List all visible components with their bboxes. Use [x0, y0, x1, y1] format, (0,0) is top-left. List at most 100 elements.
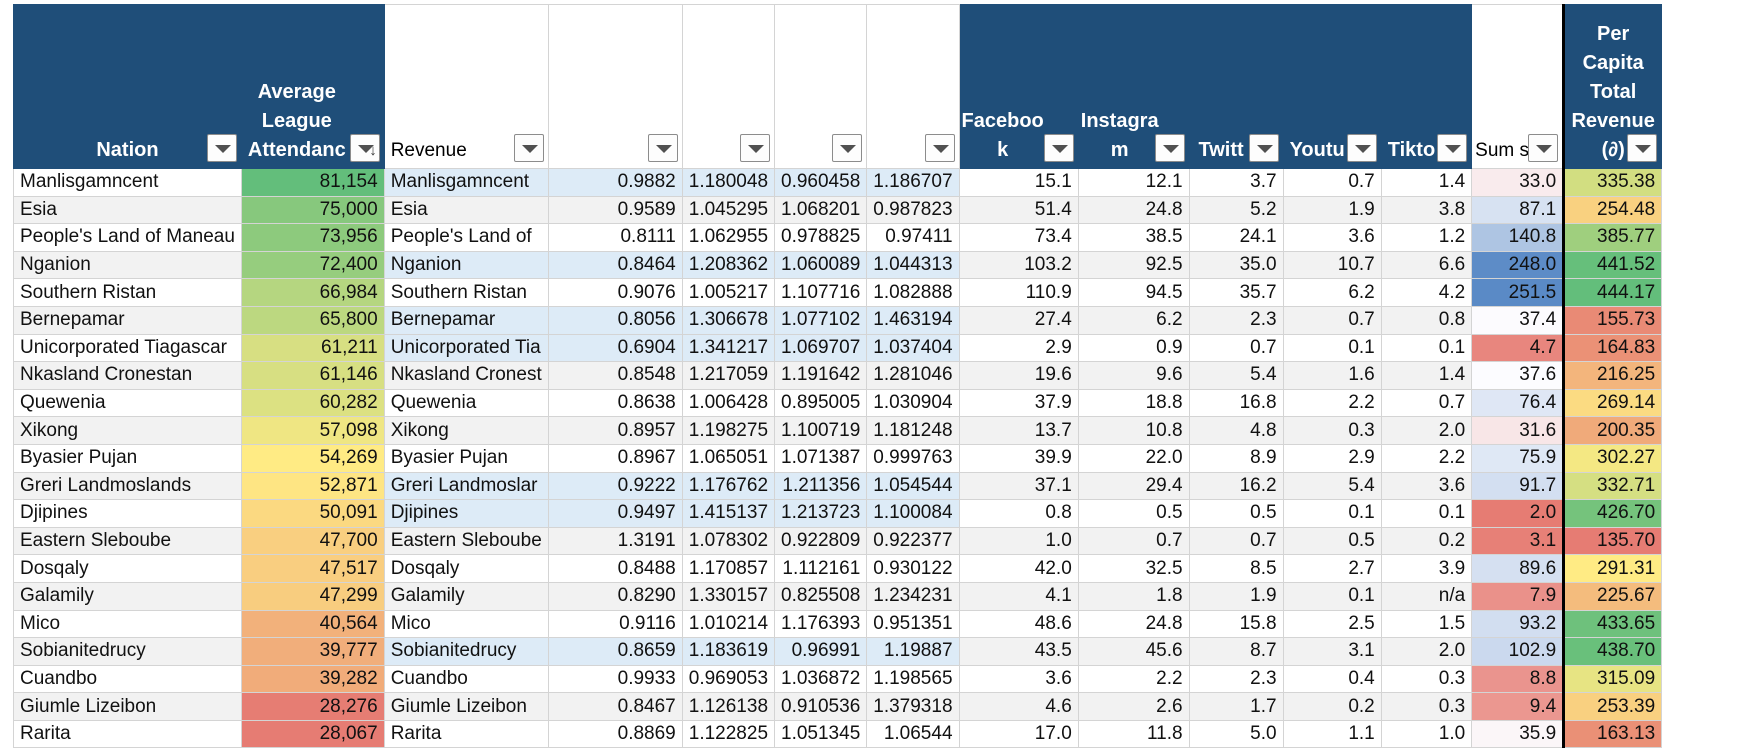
cell-sum[interactable]: 251.5 [1471, 278, 1565, 307]
cell-revenue[interactable]: Esia [383, 195, 549, 225]
cell-nation[interactable]: Nkasland Cronestan [13, 361, 242, 390]
cell-nation[interactable]: Dosqaly [13, 554, 242, 583]
cell-per-capita[interactable]: 291.31 [1562, 554, 1663, 583]
cell-tiktok[interactable]: 0.8 [1380, 305, 1473, 335]
cell-revenue[interactable]: Galamily [383, 581, 549, 611]
cell-attendance[interactable]: 28,067 [240, 719, 385, 749]
cell-youtube[interactable]: 0.1 [1282, 581, 1382, 611]
cell-per-capita[interactable]: 438.70 [1562, 637, 1663, 666]
cell-facebook[interactable]: 4.6 [958, 692, 1079, 721]
cell-attendance[interactable]: 66,984 [240, 278, 385, 307]
cell-tiktok[interactable]: n/a [1380, 581, 1473, 611]
cell-revenue[interactable]: Dosqaly [383, 554, 549, 583]
filter-dropdown-icon[interactable] [513, 134, 544, 162]
cell-coef-3[interactable]: 0.96991 [774, 637, 868, 666]
cell-facebook[interactable]: 4.1 [958, 581, 1079, 611]
cell-youtube[interactable]: 3.1 [1282, 637, 1382, 666]
cell-facebook[interactable]: 3.6 [958, 664, 1079, 694]
cell-revenue[interactable]: Manlisgamncent [383, 168, 549, 197]
cell-sum[interactable]: 8.8 [1471, 664, 1565, 694]
cell-tiktok[interactable]: 3.9 [1380, 554, 1473, 583]
cell-instagram[interactable]: 24.8 [1077, 195, 1190, 225]
cell-revenue[interactable]: Nganion [383, 250, 549, 280]
cell-coef-1[interactable]: 0.8056 [547, 305, 683, 335]
cell-coef-1[interactable]: 0.8869 [547, 719, 683, 749]
cell-facebook[interactable]: 103.2 [958, 250, 1079, 280]
cell-sum[interactable]: 37.6 [1471, 361, 1565, 390]
cell-coef-3[interactable]: 1.213723 [774, 499, 868, 528]
cell-coef-1[interactable]: 0.9589 [547, 195, 683, 225]
cell-youtube[interactable]: 2.5 [1282, 609, 1382, 639]
filter-dropdown-icon[interactable] [1248, 134, 1279, 162]
cell-twitter[interactable]: 8.9 [1188, 443, 1284, 473]
cell-coef-1[interactable]: 0.9222 [547, 471, 683, 501]
cell-sum[interactable]: 33.0 [1471, 168, 1565, 197]
cell-facebook[interactable]: 27.4 [958, 305, 1079, 335]
cell-coef-1[interactable]: 0.9076 [547, 278, 683, 307]
cell-coef-4[interactable]: 0.97411 [866, 223, 960, 252]
cell-youtube[interactable]: 2.2 [1282, 388, 1382, 418]
cell-youtube[interactable]: 1.1 [1282, 719, 1382, 749]
cell-coef-2[interactable]: 1.306678 [681, 305, 776, 335]
cell-tiktok[interactable]: 2.0 [1380, 416, 1473, 445]
cell-facebook[interactable]: 110.9 [958, 278, 1079, 307]
cell-coef-4[interactable]: 1.044313 [866, 250, 960, 280]
cell-sum[interactable]: 37.4 [1471, 305, 1565, 335]
cell-coef-4[interactable]: 0.987823 [866, 195, 960, 225]
cell-instagram[interactable]: 24.8 [1077, 609, 1190, 639]
cell-attendance[interactable]: 72,400 [240, 250, 385, 280]
cell-per-capita[interactable]: 163.13 [1562, 719, 1663, 749]
cell-coef-2[interactable]: 1.062955 [681, 223, 776, 252]
cell-twitter[interactable]: 24.1 [1188, 223, 1284, 252]
cell-revenue[interactable]: Quewenia [383, 388, 549, 418]
cell-attendance[interactable]: 39,282 [240, 664, 385, 694]
cell-attendance[interactable]: 47,700 [240, 526, 385, 556]
cell-coef-2[interactable]: 1.065051 [681, 443, 776, 473]
cell-per-capita[interactable]: 164.83 [1562, 333, 1663, 363]
cell-revenue[interactable]: Rarita [383, 719, 549, 749]
cell-coef-3[interactable]: 1.069707 [774, 333, 868, 363]
cell-coef-3[interactable]: 0.978825 [774, 223, 868, 252]
cell-attendance[interactable]: 39,777 [240, 637, 385, 666]
cell-twitter[interactable]: 35.7 [1188, 278, 1284, 307]
cell-coef-2[interactable]: 1.330157 [681, 581, 776, 611]
cell-revenue[interactable]: Sobianitedrucy [383, 637, 549, 666]
cell-twitter[interactable]: 8.7 [1188, 637, 1284, 666]
cell-sum[interactable]: 4.7 [1471, 333, 1565, 363]
cell-instagram[interactable]: 0.5 [1077, 499, 1190, 528]
cell-youtube[interactable]: 0.1 [1282, 499, 1382, 528]
cell-sum[interactable]: 93.2 [1471, 609, 1565, 639]
cell-twitter[interactable]: 5.4 [1188, 361, 1284, 390]
cell-attendance[interactable]: 54,269 [240, 443, 385, 473]
cell-revenue[interactable]: Xikong [383, 416, 549, 445]
cell-attendance[interactable]: 73,956 [240, 223, 385, 252]
cell-instagram[interactable]: 0.7 [1077, 526, 1190, 556]
cell-coef-3[interactable]: 1.107716 [774, 278, 868, 307]
cell-attendance[interactable]: 61,146 [240, 361, 385, 390]
cell-coef-3[interactable]: 0.895005 [774, 388, 868, 418]
cell-nation[interactable]: Rarita [13, 719, 242, 749]
cell-tiktok[interactable]: 3.6 [1380, 471, 1473, 501]
cell-coef-4[interactable]: 1.100084 [866, 499, 960, 528]
sort-filter-dropdown-icon[interactable]: ↓ [349, 134, 380, 162]
cell-coef-4[interactable]: 0.930122 [866, 554, 960, 583]
cell-facebook[interactable]: 1.0 [958, 526, 1079, 556]
cell-per-capita[interactable]: 433.65 [1562, 609, 1663, 639]
cell-attendance[interactable]: 40,564 [240, 609, 385, 639]
cell-coef-1[interactable]: 0.8290 [547, 581, 683, 611]
cell-twitter[interactable]: 2.3 [1188, 664, 1284, 694]
cell-facebook[interactable]: 37.9 [958, 388, 1079, 418]
cell-facebook[interactable]: 17.0 [958, 719, 1079, 749]
cell-twitter[interactable]: 0.7 [1188, 526, 1284, 556]
cell-twitter[interactable]: 4.8 [1188, 416, 1284, 445]
cell-tiktok[interactable]: 3.8 [1380, 195, 1473, 225]
filter-dropdown-icon[interactable] [1627, 134, 1658, 162]
cell-per-capita[interactable]: 253.39 [1562, 692, 1663, 721]
cell-nation[interactable]: People's Land of Maneau [13, 223, 242, 252]
filter-dropdown-icon[interactable] [1437, 134, 1468, 162]
cell-per-capita[interactable]: 135.70 [1562, 526, 1663, 556]
cell-coef-4[interactable]: 1.379318 [866, 692, 960, 721]
cell-coef-2[interactable]: 1.176762 [681, 471, 776, 501]
cell-coef-1[interactable]: 0.9882 [547, 168, 683, 197]
cell-tiktok[interactable]: 0.1 [1380, 499, 1473, 528]
